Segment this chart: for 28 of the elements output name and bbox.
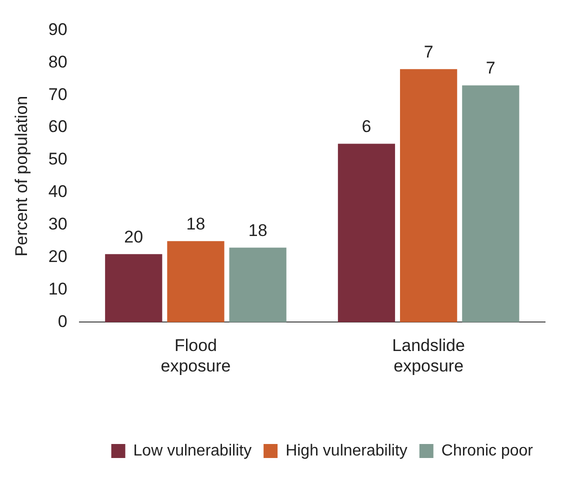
bar — [400, 69, 458, 322]
y-tick-label: 0 — [58, 312, 68, 331]
annotation: 18 — [186, 214, 206, 234]
x-tick-label: Landslide exposure — [392, 336, 465, 376]
y-tick-label: 70 — [48, 84, 68, 104]
y-tick-label: 20 — [48, 247, 68, 266]
annotation: 18 — [248, 220, 268, 240]
annotation: 20 — [124, 227, 144, 246]
bar — [105, 254, 162, 322]
bar — [167, 241, 224, 322]
legend-label: High vulnerability — [286, 442, 408, 460]
annotation: 6 — [362, 116, 372, 136]
bar — [462, 85, 520, 322]
bar — [338, 144, 396, 322]
y-tick-label: 60 — [48, 117, 68, 136]
bar — [229, 248, 286, 322]
y-tick-label: 80 — [48, 52, 68, 72]
annotation: 7 — [486, 58, 496, 78]
y-tick-label: 40 — [48, 182, 68, 202]
y-tick-label: 10 — [48, 279, 68, 298]
x-tick-label: Flood exposure — [160, 336, 231, 376]
y-tick-label: 90 — [48, 20, 68, 39]
annotation: 7 — [424, 42, 434, 62]
legend-label: Chronic poor — [441, 442, 534, 460]
y-axis-title: Percent of population — [12, 96, 31, 257]
y-tick-label: 50 — [48, 150, 68, 169]
y-tick-label: 30 — [48, 214, 68, 234]
legend-label: Low vulnerability — [133, 442, 252, 460]
